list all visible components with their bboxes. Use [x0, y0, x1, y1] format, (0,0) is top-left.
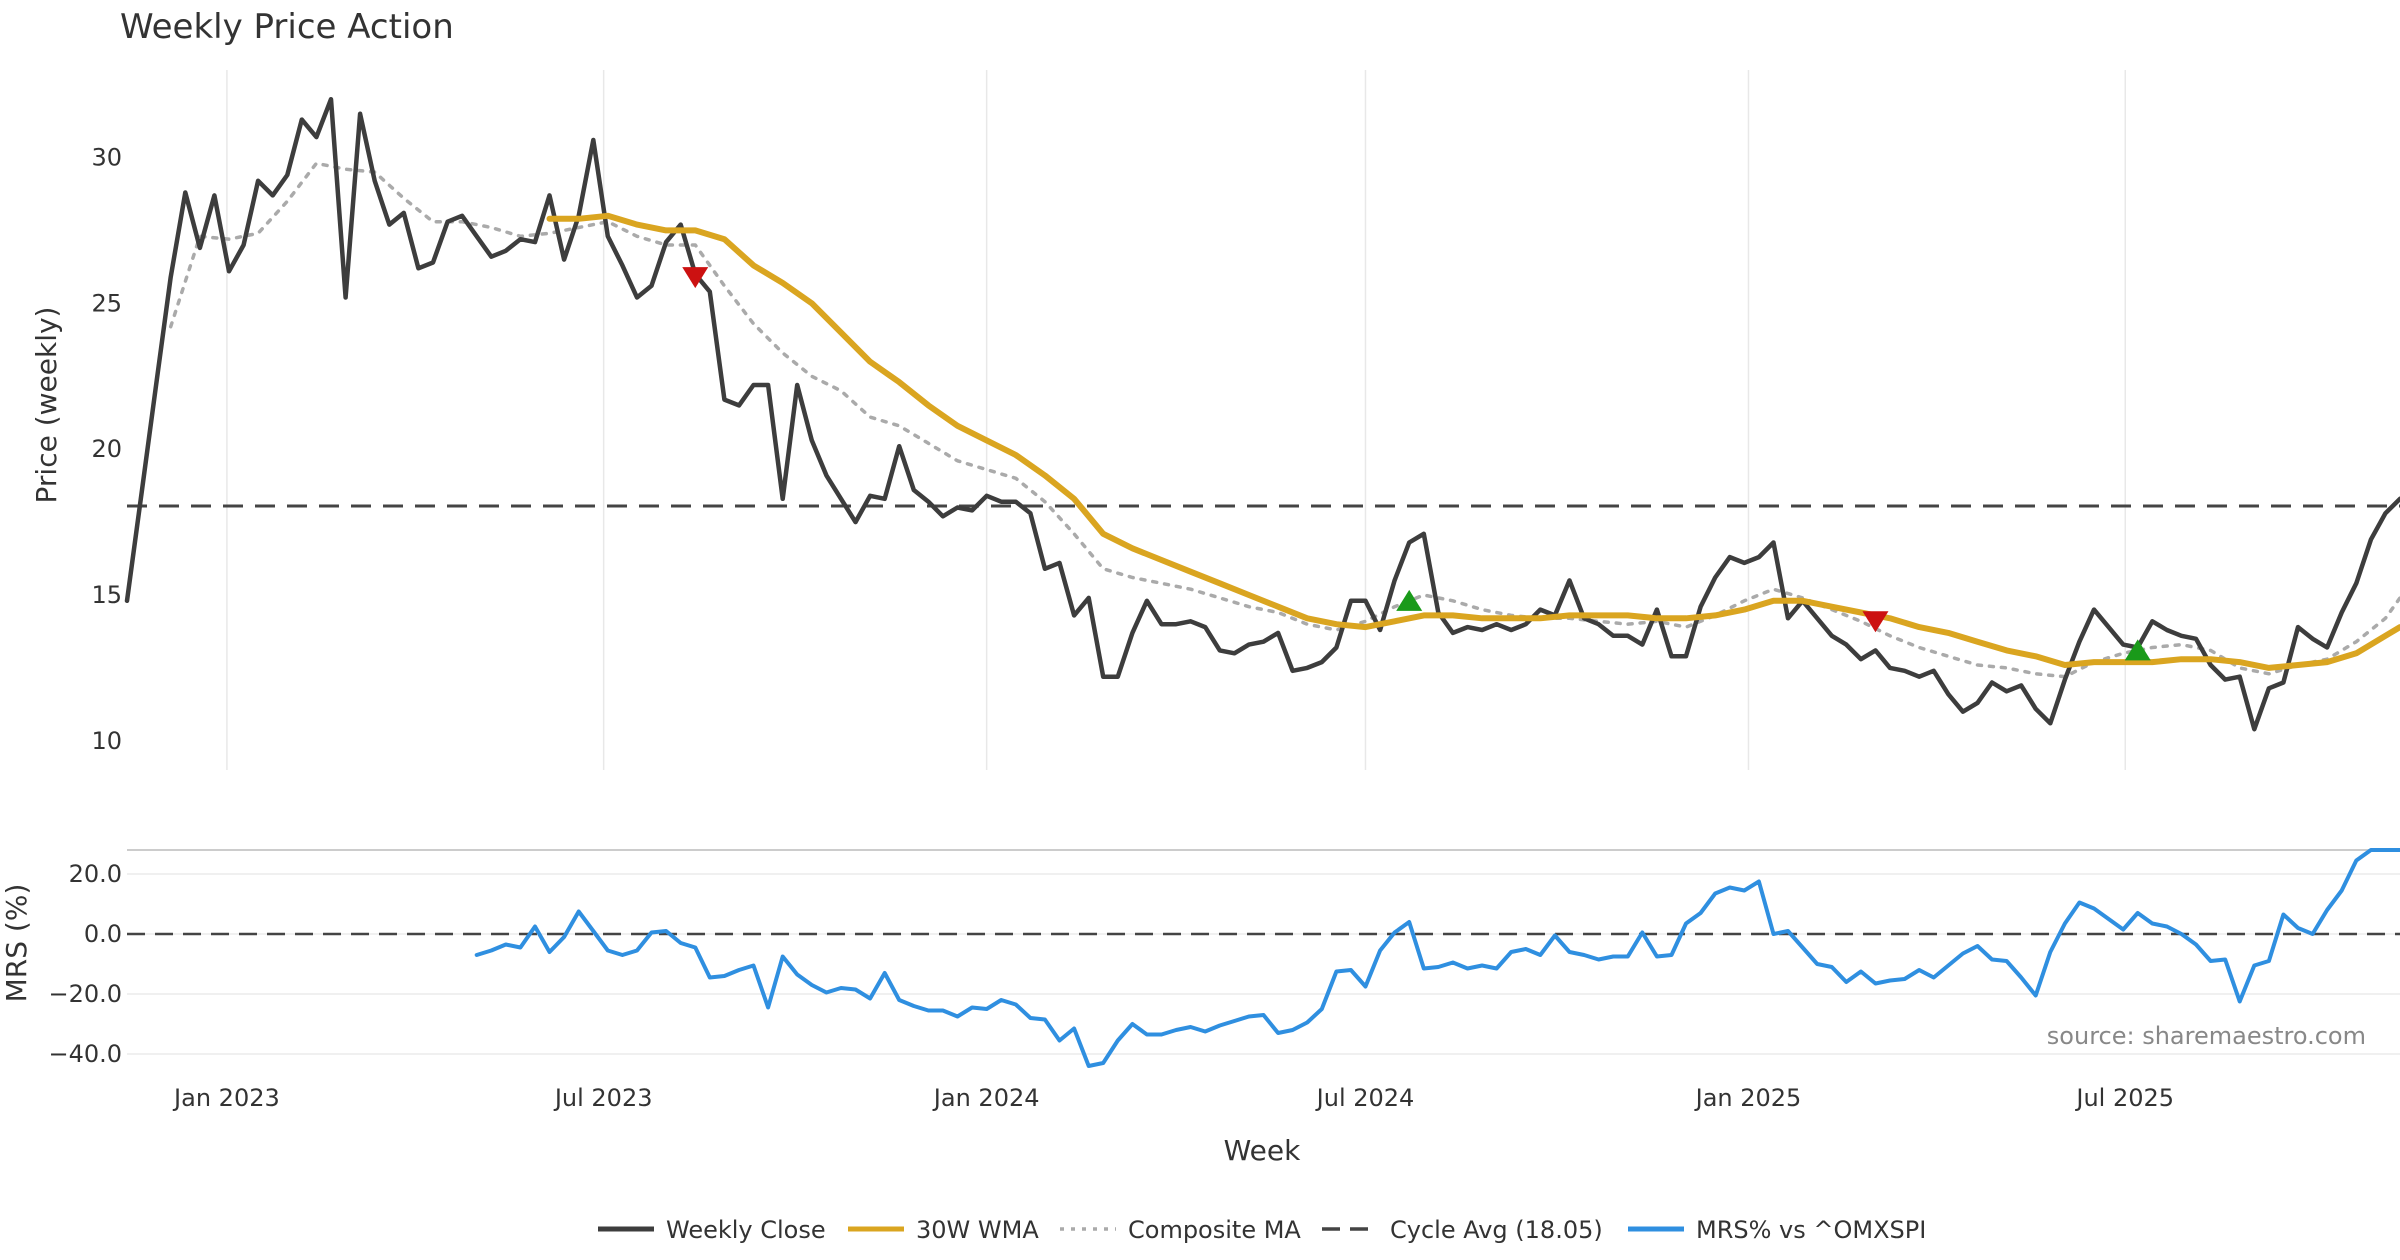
legend-label: Weekly Close	[666, 1216, 826, 1244]
x-tick-label: Jan 2025	[1694, 1084, 1802, 1112]
weekly-close-line	[124, 96, 2400, 732]
legend-label: 30W WMA	[916, 1216, 1039, 1244]
mrs-line	[474, 848, 2400, 1068]
mrs-y-tick-label: −40.0	[48, 1040, 122, 1068]
mrs-y-tick-label: −20.0	[48, 980, 122, 1008]
axis-layer: Jan 2023 Jul 2023 Jan 2024 Jul 2024 Jan 2025…	[48, 144, 2174, 1113]
sell-signal-marker	[682, 267, 709, 289]
price-y-tick-label: 20	[91, 435, 122, 463]
x-tick-label: Jan 2024	[932, 1084, 1040, 1112]
series-layer	[124, 96, 2400, 1068]
marker-layer	[682, 267, 2151, 661]
buy-signal-marker	[2124, 639, 2151, 661]
buy-signal-marker	[1396, 589, 1423, 611]
x-tick-label: Jan 2023	[172, 1084, 280, 1112]
price-y-tick-label: 15	[91, 581, 122, 609]
sell-signal-marker	[1862, 611, 1889, 633]
legend: Weekly Close 30W WMA Composite MA Cycle Avg…	[598, 1216, 1926, 1244]
mrs-y-tick-label: 0.0	[84, 920, 122, 948]
source-text: source: sharemaestro.com	[2047, 1022, 2366, 1050]
legend-label: Composite MA	[1128, 1216, 1301, 1244]
grid-layer	[127, 70, 2400, 1055]
x-tick-label: Jul 2024	[1315, 1084, 1415, 1112]
legend-label: MRS% vs ^OMXSPI	[1696, 1216, 1926, 1244]
composite-ma-line	[168, 161, 2400, 679]
mrs-y-axis-label: MRS (%)	[0, 884, 33, 1003]
price-y-tick-label: 30	[91, 144, 122, 172]
mrs-y-tick-label: 20.0	[69, 860, 122, 888]
x-tick-label: Jul 2023	[553, 1084, 653, 1112]
price-y-tick-label: 25	[91, 289, 122, 317]
price-y-axis-label: Price (weekly)	[30, 307, 63, 504]
wma-30w-line	[546, 212, 2400, 671]
x-axis-label: Week	[1224, 1134, 1301, 1167]
price-y-tick-label: 10	[91, 727, 122, 755]
x-tick-label: Jul 2025	[2074, 1084, 2174, 1112]
chart-title: Weekly Price Action	[120, 7, 454, 47]
legend-label: Cycle Avg (18.05)	[1390, 1216, 1603, 1244]
